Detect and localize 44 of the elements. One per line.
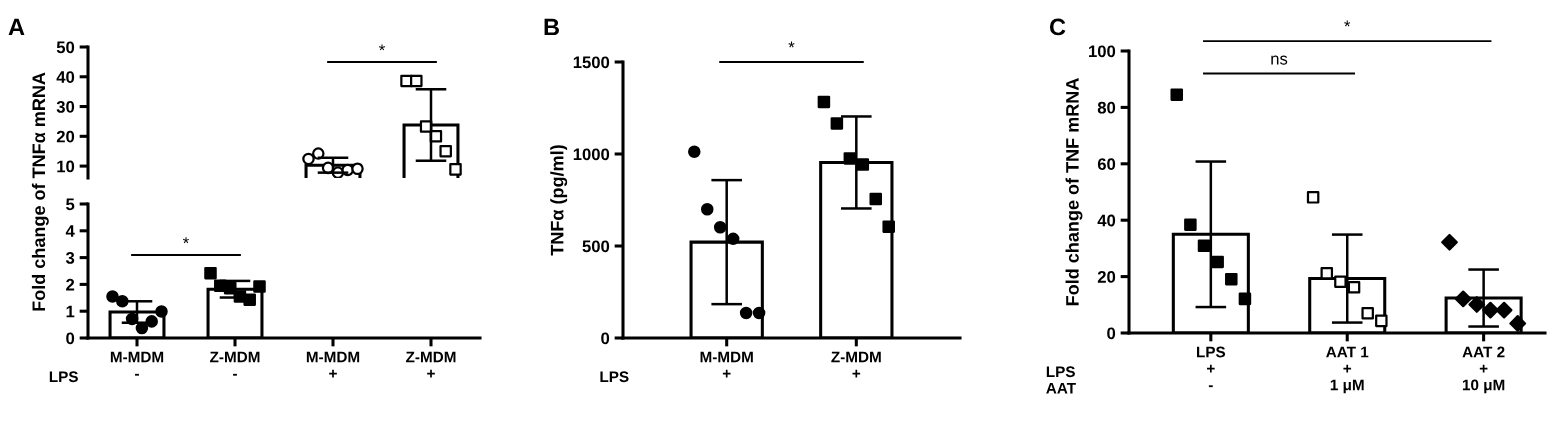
x-tick-label: LPS + -: [1197, 346, 1226, 388]
chart-title: B: [544, 18, 559, 36]
x-tick-label: Z-MDM -: [210, 351, 260, 376]
x-tick-label: AAT 1 + 1 μM: [1326, 346, 1369, 394]
text: LPS AAT: [1046, 366, 1076, 394]
y-tick-label: 100: [1089, 45, 1116, 58]
y-tick-label: 1: [66, 305, 75, 318]
y-tick-label: 5: [66, 198, 75, 211]
x-tick-label: M-MDM +: [306, 351, 360, 378]
annotation: *: [379, 44, 385, 51]
y-axis-title: Fold change of TNF mRNA: [1065, 78, 1083, 306]
x-tick-label: AAT 2 + 10 μM: [1462, 346, 1505, 394]
y-tick-label: 3: [65, 252, 75, 264]
y-tick-label: 0: [1107, 327, 1116, 340]
chart-title: C: [1049, 18, 1066, 36]
y-tick-label: 20: [56, 130, 75, 143]
annotation: ns: [1271, 55, 1288, 65]
x-tick-label: M-MDM -: [110, 351, 164, 376]
text: *: [1344, 20, 1351, 27]
y-tick-label: 30: [56, 100, 75, 113]
y-tick-label: 40: [56, 71, 75, 83]
y-tick-label: 20: [1097, 271, 1116, 283]
y-axis-title: Fold change of TNFα mRNA: [31, 72, 49, 311]
text: *: [788, 41, 795, 48]
y-tick-label: 10: [57, 160, 75, 173]
x-tick-label: M-MDM +: [700, 351, 753, 378]
y-tick-label: 4: [65, 225, 75, 237]
text: LPS: [600, 371, 629, 383]
y-tick-label: 80: [1097, 101, 1116, 114]
x-tick-label: Z-MDM +: [406, 351, 456, 378]
y-tick-label: 60: [1097, 158, 1116, 170]
y-tick-label: 2: [66, 278, 75, 291]
annotation: *: [183, 237, 189, 244]
x-tick-label: Z-MDM +: [831, 351, 881, 378]
y-tick-label: 0: [66, 332, 75, 345]
y-tick-label: 500: [582, 240, 610, 253]
y-tick-label: 1500: [573, 56, 610, 69]
y-tick-label: 40: [1097, 214, 1116, 227]
y-tick-label: 1000: [573, 148, 610, 161]
chart-title: A: [8, 18, 25, 36]
y-tick-label: 50: [56, 41, 75, 54]
y-tick-label: 0: [601, 332, 610, 345]
y-axis-title: TNFα (pg/ml): [550, 145, 568, 256]
text: LPS: [49, 371, 78, 383]
